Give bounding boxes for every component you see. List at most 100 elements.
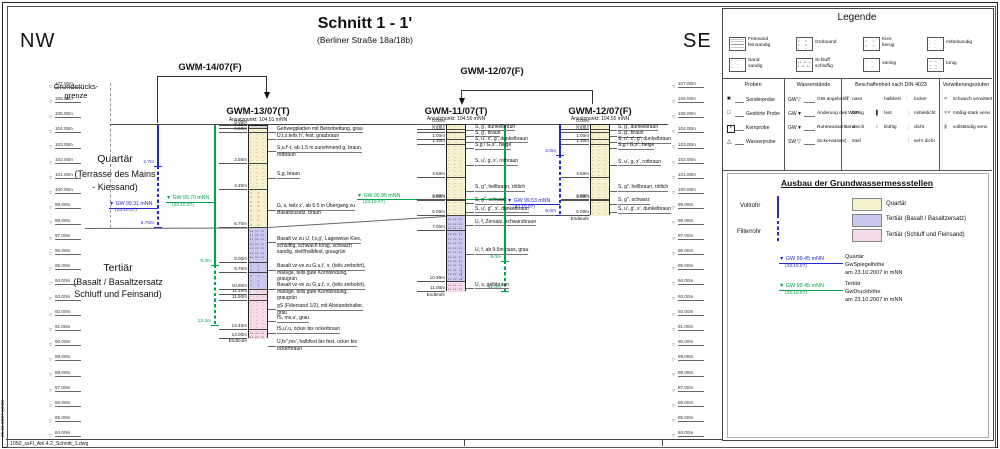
scale-tick-symbol: ▽	[49, 388, 52, 393]
pattern-sand: · · · · · · · · · · · · · · · · · · · · …	[448, 133, 464, 139]
wasserstand-prefix: SW	[788, 139, 797, 145]
label-leader	[466, 129, 474, 131]
layer-label: S, u', g", x', dunkelbraun	[475, 206, 529, 214]
layer-label: fS,u',u, ocker bis ockerbraun	[277, 326, 341, 335]
pattern-kies: ○ ○ ○ ○ ○ ○ ○ ○ ○ ○ ○ ○ ○ ○ ○ ○ ○ ○ ○ ○ …	[250, 274, 262, 288]
stratum-layer: · · · · · · · · · · · · · · · · · · · · …	[249, 163, 267, 190]
scale-tick-symbol: ▽	[49, 236, 52, 241]
stratum-layer: · · · · · · · · · · · · · · · · · · · · …	[447, 199, 465, 202]
layer-label-line: U,t,s,teils h', fest, graubraun	[277, 132, 340, 141]
bracket-drop	[592, 90, 593, 104]
legend-gw-label: ▼ GW 99.45 mNN	[779, 283, 824, 289]
well-casing-solid-gwm12w	[559, 124, 561, 155]
region-quartaer-line2: (Terrasse des Mains	[74, 169, 156, 179]
legend-pattern-swatch: • • • • • • • • • • • • • • • • • • • • …	[796, 37, 813, 51]
stratum-layer: · · · · · · · · · · · · · · · · · · · · …	[591, 199, 609, 202]
scale-tick-symbol: ▽	[672, 418, 675, 423]
layer-label: S, g", hellbraun, rötlich	[618, 185, 669, 193]
din-label: nass	[852, 97, 863, 102]
well-depth-tick	[556, 215, 564, 217]
label-leader	[466, 135, 474, 137]
pattern-sand: · · · · · · · · · · · · · · · · · · · · …	[592, 133, 608, 139]
label-leader	[268, 332, 276, 334]
scale-tick-symbol: ▽	[49, 84, 52, 89]
layer-label-line: S, u', g, x', rotbraun	[475, 158, 519, 167]
stratum-layer: ○ ○ ○ ○ ○ ○ ○ ○ ○ ○ ○ ○ ○ ○ ○ ○ ○ ○ ○ ○ …	[249, 189, 267, 228]
proben-label: Sonderprobe	[746, 97, 775, 103]
stratum-layer: · · · · · · · · · · · · · · · · · · · · …	[591, 201, 609, 217]
well-depth-label: 9.0m	[490, 254, 501, 260]
left-scale-tick: 97.00m	[55, 233, 81, 240]
wasserstand-label: Sickerwasser	[817, 139, 846, 144]
depth-mark: 0.30m	[417, 123, 445, 130]
legend-leader	[735, 130, 744, 131]
proben-label: Kernprobe	[746, 125, 770, 131]
scale-tick-symbol: ▽	[49, 266, 52, 271]
scale-tick-symbol: ▽	[49, 282, 52, 287]
layer-label: S, u', g, x', rotbraun	[475, 158, 519, 167]
scale-tick-symbol: ▽	[49, 342, 52, 347]
layer-label-line: fS,u',u, ocker bis ockerbraun	[277, 326, 341, 335]
depth-mark: 10.30m	[417, 275, 445, 282]
legend-pattern-label: Schluff	[815, 58, 830, 63]
right-scale-tick: 96.00m	[678, 248, 704, 255]
label-leader	[268, 345, 276, 347]
pattern-schluff: ▪▪ ▪▪ ▪▪ ▪▪ ▪▪ ▪▪ ▪▪ ▪▪ ▪▪ ▪▪ ▪▪ ▪▪ ▪▪ ▪…	[448, 232, 463, 280]
layer-label: S,g / G,s", beige	[618, 142, 655, 150]
din-label: sehr dicht	[914, 139, 935, 144]
wasserstand-label: Änderung des WSP	[817, 111, 860, 116]
layer-label-line: S, u', g, x', rotbraun	[618, 158, 662, 167]
pattern-schluff: ▪▪ ▪▪ ▪▪ ▪▪ ▪▪ ▪▪ ▪▪ ▪▪ ▪▪ ▪▪ ▪▪ ▪▪ ▪▪ ▪…	[250, 130, 266, 132]
property-boundary-label-line1: Grundstücks-	[53, 82, 99, 91]
right-scale-tick: 94.00m	[678, 278, 704, 286]
layer-label: S,g / G,s", beige	[475, 142, 512, 150]
section-subtitle: (Berliner Straße 18a/18b)	[317, 35, 413, 45]
ausbau-box	[727, 173, 989, 438]
layer-label-line: S, g', braun	[618, 129, 644, 138]
legend-title: Legende	[837, 12, 877, 23]
depth-mark: 5.00m	[561, 194, 589, 202]
scale-tick-symbol: ▽	[672, 145, 675, 150]
ausbau-unit-label: Quartär	[886, 200, 907, 207]
scale-tick-symbol: ▽	[672, 190, 675, 195]
left-scale-tick: 90.00m	[55, 339, 81, 347]
legend-gw-desc: GwSpiegelhöhe	[845, 262, 885, 268]
layer-label-line: S,u,f'-t, ab 1.5 m zunehmend g, braun,	[277, 144, 363, 153]
property-boundary-label-line2: grenze	[64, 91, 88, 100]
layer-label-line: U, f, Zersatz, schwarzbraun	[475, 218, 537, 227]
label-leader	[610, 164, 617, 166]
layer-label-line: schluffig, schwach tonig, schwach	[277, 242, 352, 249]
depth-mark: 6.00m	[561, 209, 589, 217]
left-scale-tick: 103.00m	[55, 142, 81, 149]
filterrohr-sample	[777, 221, 779, 243]
legend-leader	[804, 102, 815, 103]
scale-tick-symbol: ▽	[672, 342, 675, 347]
layer-label-line: sandig, steif/halbfest, graugrün	[277, 248, 346, 255]
well-casing-solid-gwm13w	[214, 124, 216, 265]
left-scale-tick: 98.00m	[55, 218, 81, 225]
right-scale-tick: 98.00m	[678, 218, 704, 225]
layer-label-line: U, f, ab 9.5m nass, grau	[475, 247, 529, 256]
label-leader	[610, 142, 617, 144]
layer-label: S, g", schwarz	[475, 197, 507, 206]
depth-mark: 4.90m	[417, 193, 445, 200]
gw-level-date: (23.10.07)	[115, 208, 137, 214]
stratum-layer: ▪▪ ▪▪ ▪▪ ▪▪ ▪▪ ▪▪ ▪▪ ▪▪ ▪▪ ▪▪ ▪▪ ▪▪ ▪▪ ▪…	[249, 329, 267, 339]
label-leader	[610, 203, 617, 205]
right-scale-tick: 91.00m	[678, 324, 704, 331]
legend-divider-v	[841, 78, 842, 170]
wasserstand-icon: ▼	[797, 110, 802, 117]
scale-tick-symbol: ▽	[672, 160, 675, 165]
pattern-mittelsand: · · · · · · · · · · · · · · · · · · · · …	[929, 39, 937, 49]
label-leader	[268, 309, 276, 311]
scale-tick-symbol: ▽	[672, 358, 675, 363]
legend-gw-desc: Quartär	[845, 254, 864, 260]
ausbau-unit-swatch	[852, 198, 882, 211]
orientation-se: SE	[683, 30, 712, 52]
well-depth-tick	[501, 260, 509, 262]
well-depth-tick	[211, 325, 219, 327]
label-leader	[610, 211, 617, 213]
vollrohr-label: Vollrohr	[740, 203, 761, 209]
scale-tick-symbol: ▽	[49, 251, 52, 256]
pattern-sand: · · · · · · · · · · · · · · · · · · · · …	[448, 126, 464, 128]
